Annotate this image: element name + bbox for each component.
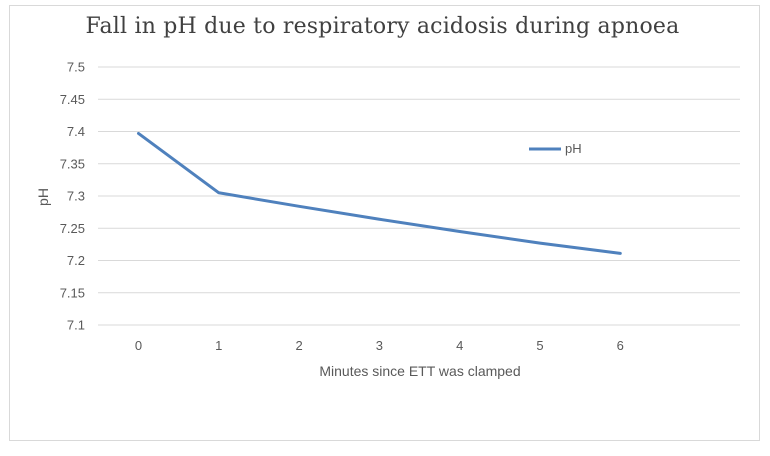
y-tick-label: 7.35	[60, 156, 85, 171]
x-tick-labels: 0 1 2 3 4 5 6	[135, 338, 624, 353]
x-tick-label: 4	[456, 338, 463, 353]
chart-frame	[9, 5, 760, 441]
y-tick-label: 7.25	[60, 221, 85, 236]
legend-label-ph: pH	[565, 141, 582, 156]
series-line-ph	[137, 131, 622, 255]
x-tick-label: 1	[215, 338, 222, 353]
x-tick-label: 2	[295, 338, 302, 353]
x-tick-label: 6	[617, 338, 624, 353]
y-tick-label: 7.3	[67, 189, 85, 204]
x-axis-title: Minutes since ETT was clamped	[319, 363, 520, 379]
y-tick-label: 7.15	[60, 285, 85, 300]
legend: pH	[529, 141, 582, 156]
y-axis-title: pH	[35, 188, 51, 206]
y-tick-labels: 7.1 7.15 7.2 7.25 7.3 7.35 7.4 7.45 7.5	[60, 60, 85, 333]
y-tick-label: 7.45	[60, 92, 85, 107]
series-layer	[137, 131, 622, 255]
x-tick-label: 0	[135, 338, 142, 353]
gridlines	[98, 66, 740, 326]
y-tick-label: 7.2	[67, 253, 85, 268]
y-tick-label: 7.1	[67, 318, 85, 333]
x-tick-label: 5	[536, 338, 543, 353]
x-tick-label: 3	[376, 338, 383, 353]
y-tick-label: 7.4	[67, 124, 85, 139]
y-tick-label: 7.5	[67, 60, 85, 75]
chart-title: Fall in pH due to respiratory acidosis d…	[85, 14, 680, 39]
